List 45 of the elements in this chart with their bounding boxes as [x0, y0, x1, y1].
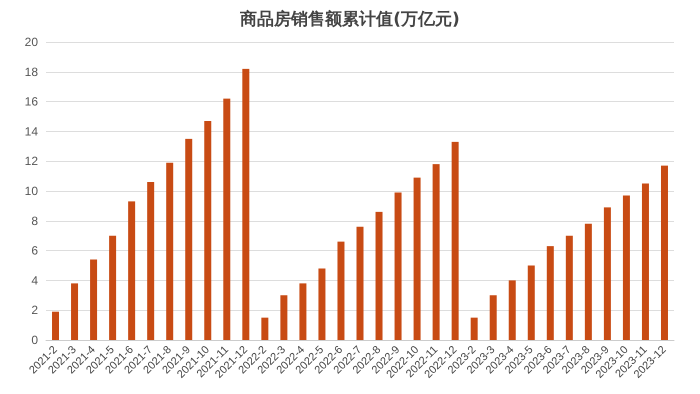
y-tick-label: 6 — [31, 244, 38, 258]
bar — [109, 236, 116, 340]
bar — [71, 283, 78, 340]
y-tick-label: 18 — [24, 64, 38, 79]
bar — [660, 166, 668, 340]
bar — [261, 318, 268, 340]
bar — [185, 138, 192, 340]
bar — [280, 295, 288, 340]
bar — [204, 120, 212, 340]
y-tick-label: 14 — [24, 124, 38, 138]
bar — [584, 224, 592, 340]
y-tick-label: 4 — [31, 273, 38, 288]
bar — [394, 192, 402, 340]
bar — [223, 98, 230, 340]
chart-title: 商品房销售额累计值(万亿元) — [239, 10, 460, 30]
bar — [604, 207, 611, 340]
bar — [470, 318, 478, 340]
y-tick-label: 16 — [24, 94, 38, 109]
bar — [622, 195, 630, 340]
bar — [566, 236, 573, 340]
bar — [299, 283, 306, 340]
bar — [452, 142, 459, 340]
y-tick-label: 2 — [31, 303, 38, 318]
bar — [546, 246, 554, 340]
bar — [642, 184, 649, 340]
bar — [432, 164, 440, 340]
y-tick-label: 8 — [31, 214, 38, 228]
bar — [242, 68, 250, 340]
bar — [128, 201, 136, 340]
bar — [414, 178, 421, 340]
bar — [147, 182, 154, 340]
bar — [90, 260, 98, 340]
bar — [337, 242, 344, 340]
bar — [318, 268, 326, 340]
y-tick-label: 20 — [24, 35, 38, 49]
bar — [376, 212, 383, 340]
bar — [356, 226, 364, 340]
y-tick-label: 10 — [24, 184, 38, 198]
bar — [52, 312, 60, 340]
bar — [508, 280, 516, 340]
bar — [166, 162, 174, 340]
y-tick-label: 12 — [24, 154, 38, 168]
bar — [490, 295, 497, 340]
y-tick-label: 0 — [31, 333, 38, 347]
bar — [528, 266, 535, 340]
